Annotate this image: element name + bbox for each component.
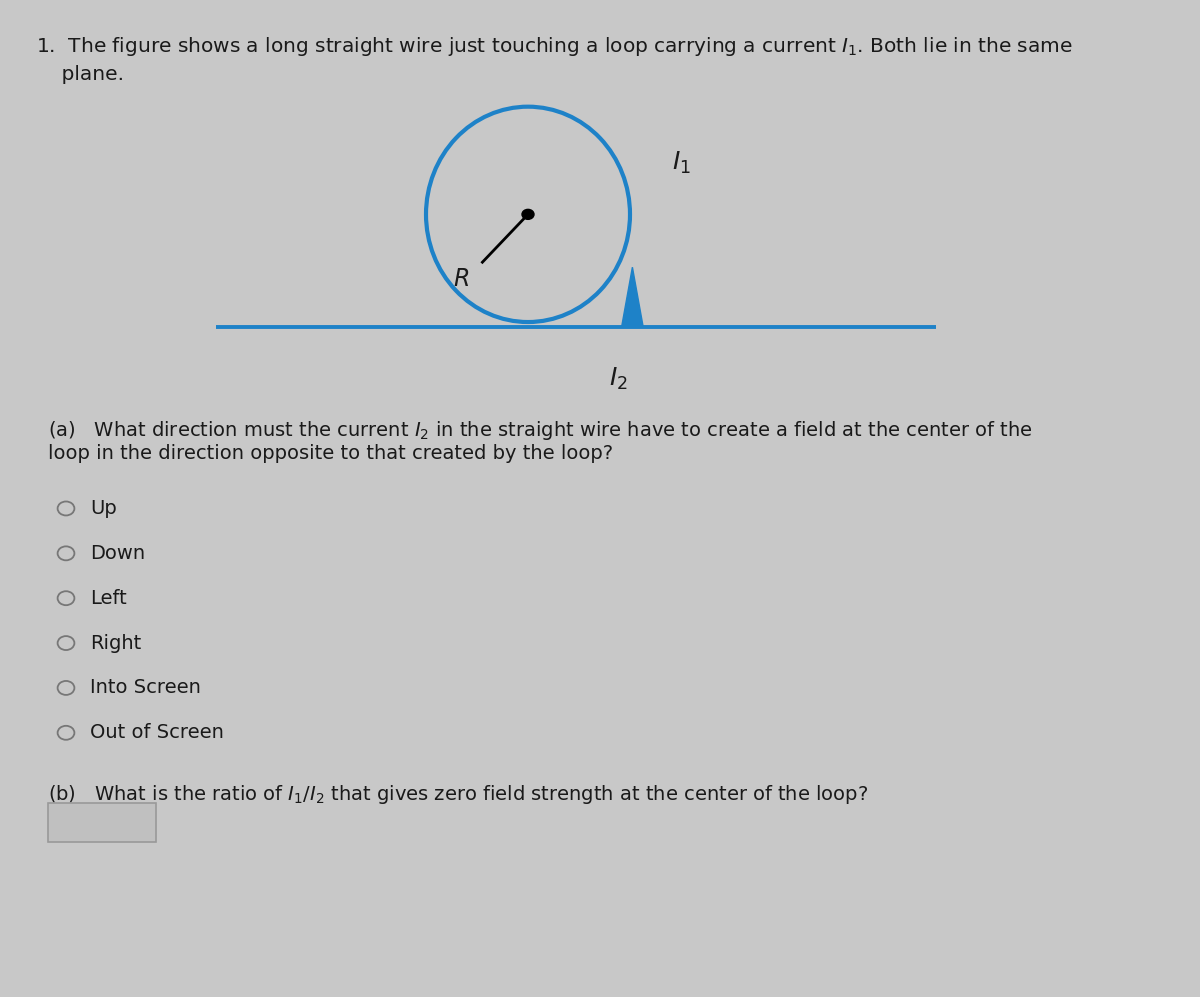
- Text: ✓: ✓: [142, 825, 151, 837]
- Text: Into Screen: Into Screen: [90, 678, 200, 698]
- Text: Down: Down: [90, 543, 145, 563]
- Text: loop in the direction opposite to that created by the loop?: loop in the direction opposite to that c…: [48, 444, 613, 463]
- FancyBboxPatch shape: [48, 803, 156, 842]
- Polygon shape: [622, 267, 643, 327]
- Text: Right: Right: [90, 633, 142, 653]
- Text: $I_2$: $I_2$: [608, 366, 628, 392]
- Circle shape: [522, 209, 534, 219]
- Text: Left: Left: [90, 588, 127, 608]
- Text: (b)   What is the ratio of $I_1$/$I_2$ that gives zero field strength at the cen: (b) What is the ratio of $I_1$/$I_2$ tha…: [48, 783, 868, 806]
- Text: $I_1$: $I_1$: [672, 150, 691, 175]
- Text: 1.  The figure shows a long straight wire just touching a loop carrying a curren: 1. The figure shows a long straight wire…: [36, 35, 1073, 58]
- Text: Out of Screen: Out of Screen: [90, 723, 224, 743]
- Text: (a)   What direction must the current $I_2$ in the straight wire have to create : (a) What direction must the current $I_2…: [48, 419, 1032, 442]
- Text: plane.: plane.: [36, 65, 124, 84]
- Text: R: R: [454, 267, 470, 291]
- Text: Up: Up: [90, 498, 116, 518]
